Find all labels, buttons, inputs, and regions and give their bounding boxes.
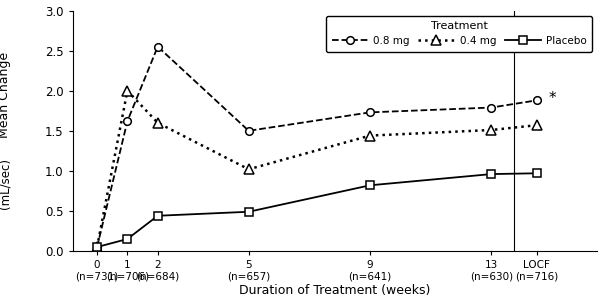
X-axis label: Duration of Treatment (weeks): Duration of Treatment (weeks) <box>239 285 431 298</box>
Text: Mean Change: Mean Change <box>0 52 11 138</box>
Legend: 0.8 mg, 0.4 mg, Placebo: 0.8 mg, 0.4 mg, Placebo <box>326 16 592 52</box>
Text: *: * <box>549 91 557 106</box>
Text: (mL/sec): (mL/sec) <box>0 158 11 209</box>
